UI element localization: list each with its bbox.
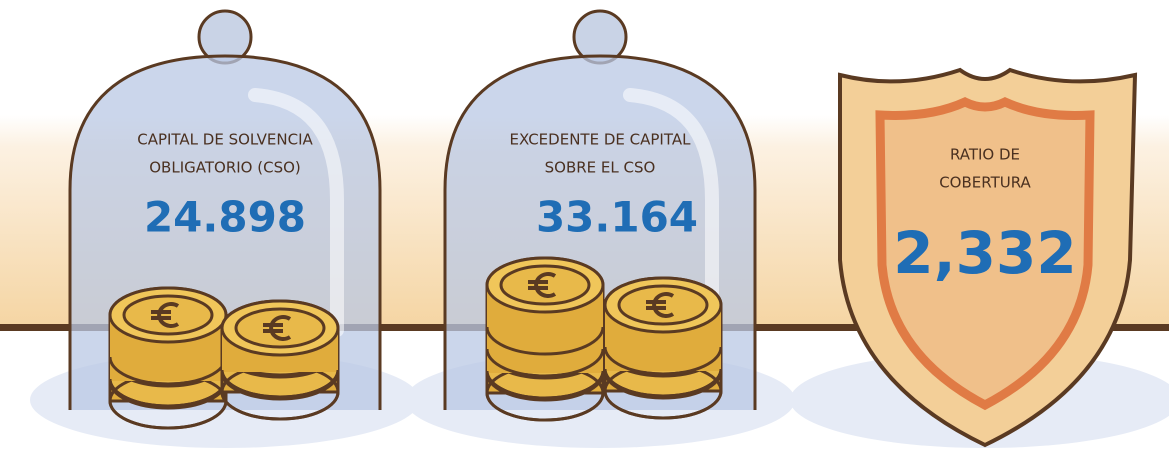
label: EXCEDENTE DE CAPITAL	[510, 131, 692, 149]
label: CAPITAL DE SOLVENCIA	[137, 131, 313, 149]
coin-inner	[124, 296, 212, 334]
coin-inner	[619, 286, 707, 324]
label: OBLIGATORIO (CSO)	[149, 159, 301, 177]
label: COBERTURA	[939, 174, 1031, 192]
coin-inner	[501, 266, 589, 304]
coin-inner	[236, 309, 324, 347]
value: 24.898	[144, 193, 306, 242]
page: CAPITAL DE SOLVENCIA OBLIGATORIO (CSO) 2…	[0, 0, 1169, 456]
value: 33.164	[536, 193, 698, 242]
label: RATIO DE	[950, 146, 1020, 164]
value: 2,332	[893, 219, 1076, 287]
label: SOBRE EL CSO	[545, 159, 656, 177]
infographic: CAPITAL DE SOLVENCIA OBLIGATORIO (CSO) 2…	[0, 0, 1169, 456]
